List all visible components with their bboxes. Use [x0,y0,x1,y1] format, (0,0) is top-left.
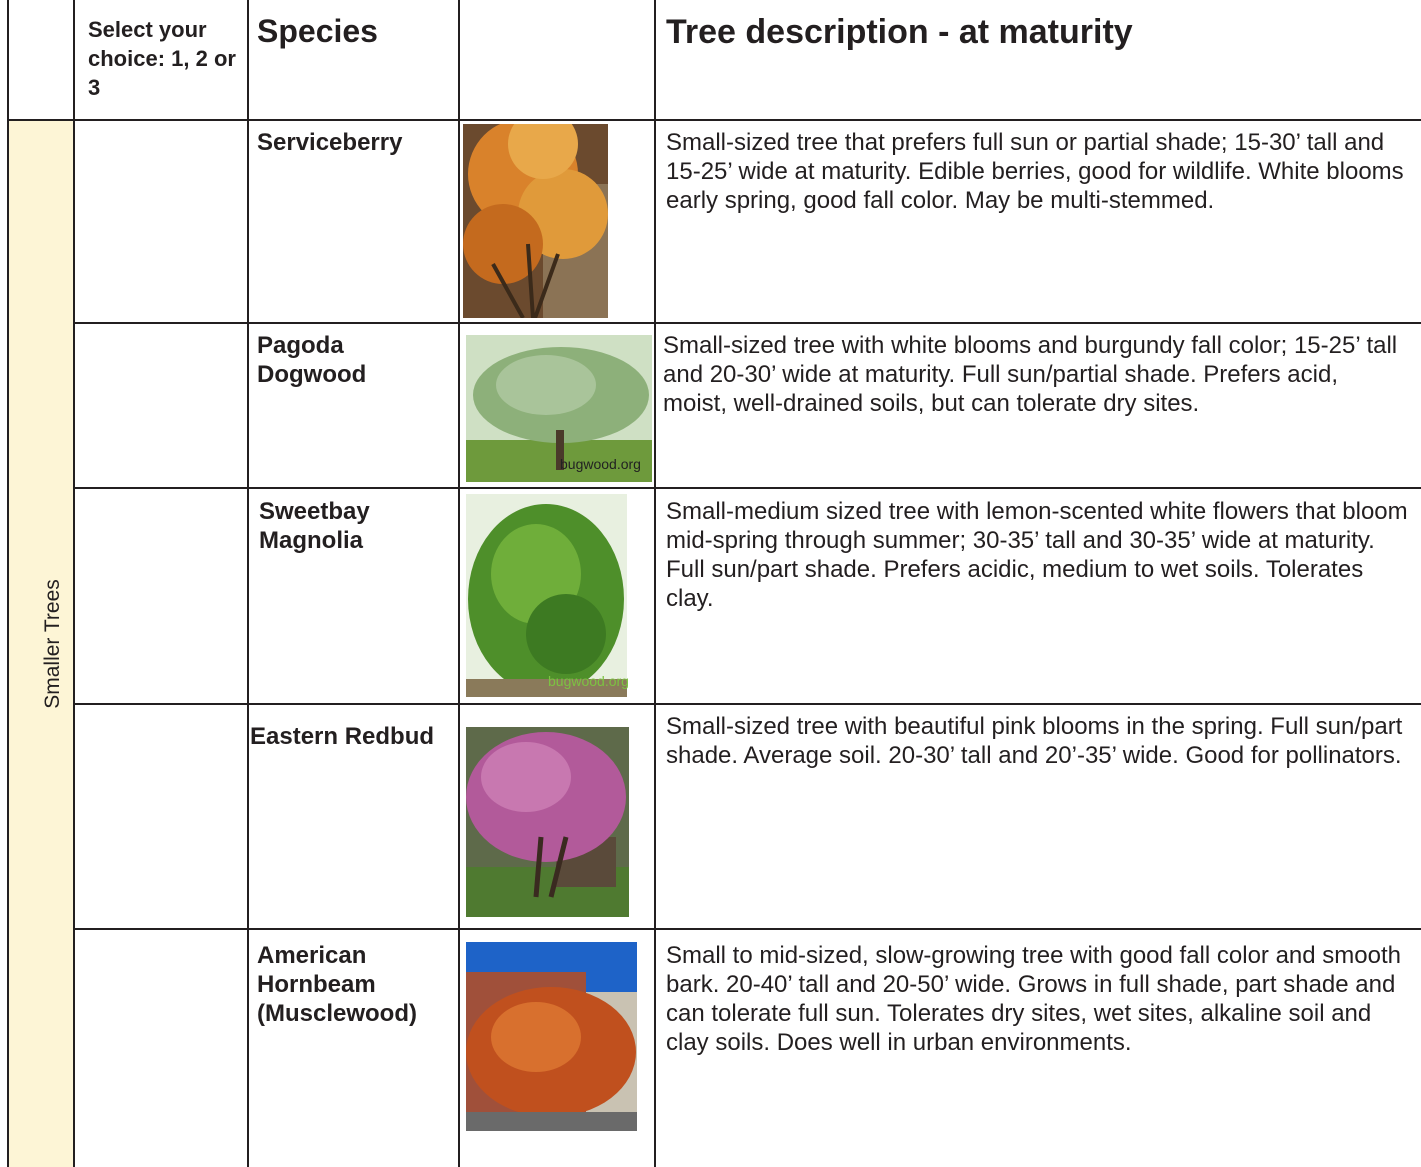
border [8,119,1421,121]
description: Small-sized tree with beautiful pink blo… [666,712,1410,770]
species: Sweetbay Magnolia [259,497,409,555]
photo [463,124,608,318]
border [458,0,460,1167]
select-header: Select your choice: 1, 2 or 3 [88,15,238,102]
description: Small-sized tree that prefers full sun o… [666,128,1410,215]
species-header: Species [257,13,378,50]
description: Small-medium sized tree with lemon-scent… [666,497,1411,613]
species: American Hornbeam (Musclewood) [257,941,447,1028]
species: Serviceberry [257,128,457,157]
group-label: Smaller Trees [41,494,65,794]
border [74,703,1421,705]
border [74,487,1421,489]
page: Smaller Trees Select your choice: 1, 2 o… [0,0,1421,1167]
photo [466,494,627,697]
border [7,0,9,1167]
border [74,928,1421,930]
photo [466,727,629,917]
border [247,0,249,1167]
description: Small to mid-sized, slow-growing tree wi… [666,941,1406,1057]
species: Eastern Redbud [250,722,460,751]
photo [466,942,637,1131]
description-header: Tree description - at maturity [666,13,1133,52]
photo-credit: bugwood.org [548,673,629,689]
description: Small-sized tree with white blooms and b… [663,331,1407,418]
border [654,0,656,1167]
border [74,322,1421,324]
photo-credit: bugwood.org [560,456,641,472]
border [73,0,75,1167]
species: Pagoda Dogwood [257,331,407,389]
